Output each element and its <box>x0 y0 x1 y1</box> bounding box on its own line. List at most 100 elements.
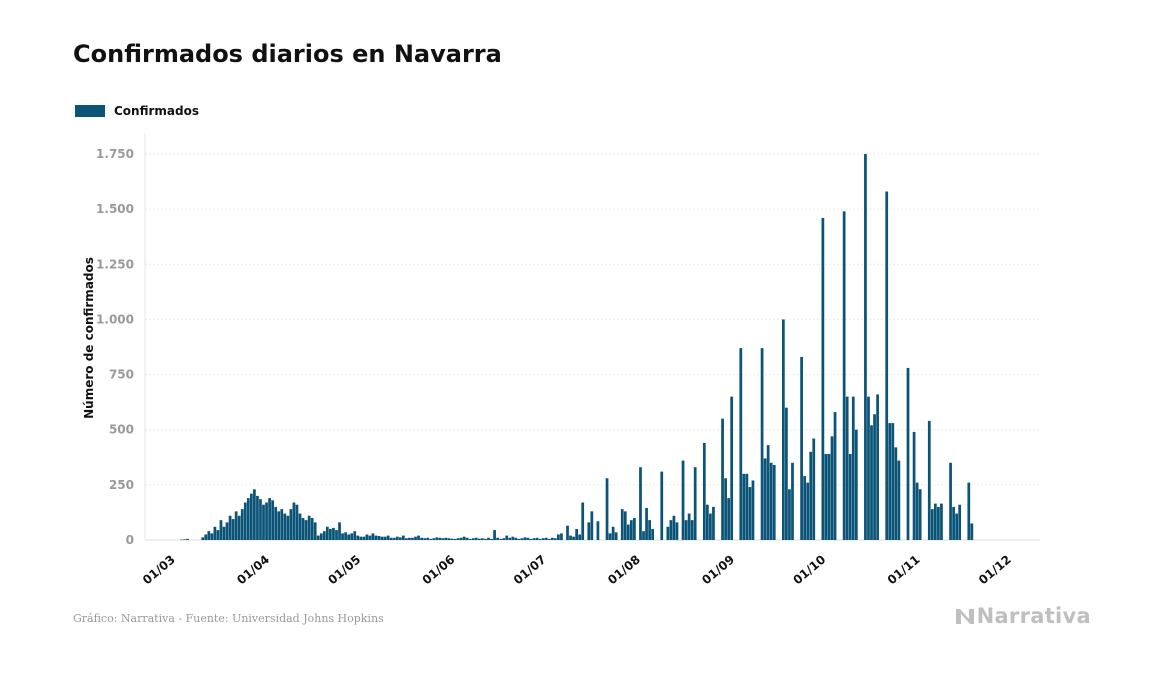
bar <box>933 503 937 540</box>
bar <box>201 537 205 540</box>
bar <box>745 473 749 540</box>
bar <box>666 526 670 540</box>
bar <box>739 348 743 540</box>
bar <box>800 356 803 540</box>
bar <box>535 537 539 540</box>
bar <box>702 442 706 540</box>
bar <box>587 522 591 540</box>
bar <box>915 482 919 540</box>
bar <box>493 530 496 540</box>
bar <box>487 537 490 540</box>
bar <box>526 537 530 540</box>
bar <box>319 533 323 540</box>
bar <box>243 502 247 540</box>
bar <box>517 538 521 540</box>
bar <box>204 534 208 540</box>
bar <box>256 495 259 540</box>
bar <box>216 530 220 540</box>
bar <box>605 478 609 540</box>
bar <box>675 522 679 540</box>
gridlines <box>145 153 1040 541</box>
bar <box>350 533 354 540</box>
bar <box>830 436 834 540</box>
bar <box>389 537 393 540</box>
bar <box>532 538 536 540</box>
bar <box>307 515 311 540</box>
bar <box>274 506 278 540</box>
bar <box>438 537 442 540</box>
x-tick-label: 01/04 <box>234 552 272 587</box>
bar <box>888 423 892 540</box>
bar <box>280 509 284 540</box>
bar <box>347 534 351 540</box>
x-tick-label: 01/08 <box>605 552 643 587</box>
bar <box>538 538 542 540</box>
bar <box>237 515 241 540</box>
bar <box>791 462 794 540</box>
bar <box>812 438 816 540</box>
bar <box>523 537 527 540</box>
brand-name: Narrativa <box>976 604 1091 628</box>
bar <box>629 520 633 540</box>
bar <box>368 535 372 540</box>
bar <box>259 499 262 540</box>
bar <box>769 462 773 540</box>
x-tick-label: 01/03 <box>140 552 178 587</box>
bar <box>803 476 807 540</box>
bar <box>447 538 451 540</box>
bar <box>401 535 405 540</box>
bar <box>292 502 296 540</box>
bar <box>289 509 293 540</box>
bar <box>228 515 232 540</box>
bar <box>845 396 849 540</box>
bar <box>958 504 962 540</box>
bar <box>362 536 366 540</box>
bar <box>854 429 858 540</box>
bar <box>520 538 524 540</box>
bar <box>967 482 971 540</box>
bar <box>301 517 305 540</box>
bar <box>474 537 478 540</box>
bar <box>325 526 329 540</box>
bar <box>550 537 554 540</box>
bar <box>210 533 214 540</box>
bar <box>511 536 515 540</box>
bar <box>322 531 326 540</box>
bar <box>806 482 810 540</box>
bar <box>918 489 922 540</box>
bar <box>949 462 952 540</box>
x-tick-label: 01/06 <box>420 552 458 587</box>
y-axis-label: Número de confirmados <box>82 257 96 419</box>
bar <box>481 538 484 540</box>
bar <box>906 367 910 540</box>
brand-logo: Narrativa <box>955 604 1091 628</box>
bar <box>234 511 238 540</box>
bar <box>873 414 876 540</box>
chart-title: Confirmados diarios en Navarra <box>73 40 502 68</box>
bar <box>246 498 250 540</box>
bar <box>672 515 676 540</box>
bar <box>502 538 506 540</box>
bar <box>553 538 557 540</box>
x-tick-label: 01/11 <box>885 552 923 587</box>
bar <box>332 527 335 540</box>
bar <box>405 538 408 540</box>
bar <box>423 538 427 540</box>
bar <box>608 533 612 540</box>
bar <box>952 506 955 540</box>
bar <box>870 425 873 540</box>
bar <box>508 537 512 540</box>
bar <box>724 478 727 540</box>
bar <box>760 348 764 540</box>
bar <box>462 536 466 540</box>
bar <box>669 520 673 540</box>
bar <box>484 538 487 540</box>
bar <box>468 538 472 540</box>
bar <box>231 519 235 540</box>
bar <box>705 504 709 540</box>
bar <box>851 396 855 540</box>
bar <box>453 538 457 540</box>
bar <box>283 513 287 540</box>
bar <box>341 533 344 540</box>
